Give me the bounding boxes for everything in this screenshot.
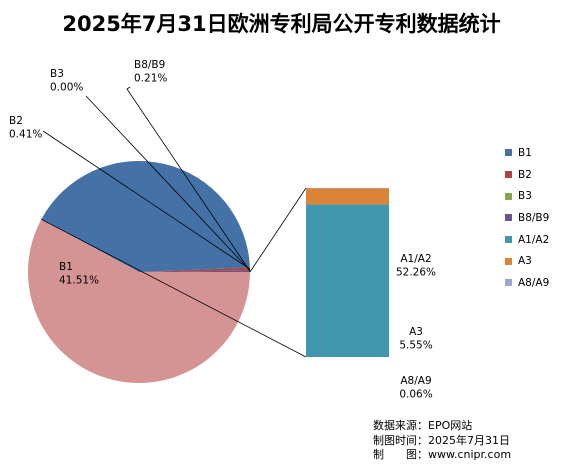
legend-item-b1: B1 [505,142,563,164]
source-line-data: 数据来源：EPO网站 [373,419,511,434]
data-label-b2: B20.41% [9,115,42,141]
legend-swatch [505,236,512,243]
legend-label: B3 [518,190,532,202]
legend-item-a8-a9: A8/A9 [505,272,563,294]
legend-label: B1 [518,147,532,159]
stacked-bar [306,188,389,357]
legend-label: B2 [518,169,532,181]
legend-swatch [505,214,512,221]
legend-swatch [505,258,512,265]
legend-label: A8/A9 [518,277,549,289]
legend-item-b8-b9: B8/B9 [505,207,563,229]
data-label-b8-b9: B8/B90.21% [134,59,167,85]
data-label-a1-a2: A1/A252.26% [396,253,436,279]
legend-item-b3: B3 [505,185,563,207]
source-line-author: 制 图：www.cnipr.com [373,448,511,463]
legend-label: B8/B9 [518,212,549,224]
legend-swatch [505,193,512,200]
legend-swatch [505,279,512,286]
connector-line-top [250,188,306,272]
legend-swatch [505,149,512,156]
data-label-a3: A35.55% [399,326,432,352]
legend-item-b2: B2 [505,164,563,186]
bar-segment-a1-a2 [306,204,389,357]
bar-segment-a3 [306,188,389,204]
source-note: 数据来源：EPO网站 制图时间：2025年7月31日 制 图：www.cnipr… [373,419,511,463]
legend-label: A3 [518,255,532,267]
legend-item-a1-a2: A1/A2 [505,229,563,251]
legend-item-a3: A3 [505,250,563,272]
data-label-a8-a9: A8/A90.06% [399,375,432,401]
data-label-b3: B30.00% [50,68,83,94]
legend: B1 B2 B3 B8/B9 A1/A2 A3 A8/A9 [505,142,563,294]
legend-label: A1/A2 [518,234,549,246]
legend-swatch [505,171,512,178]
source-line-time: 制图时间：2025年7月31日 [373,434,511,449]
